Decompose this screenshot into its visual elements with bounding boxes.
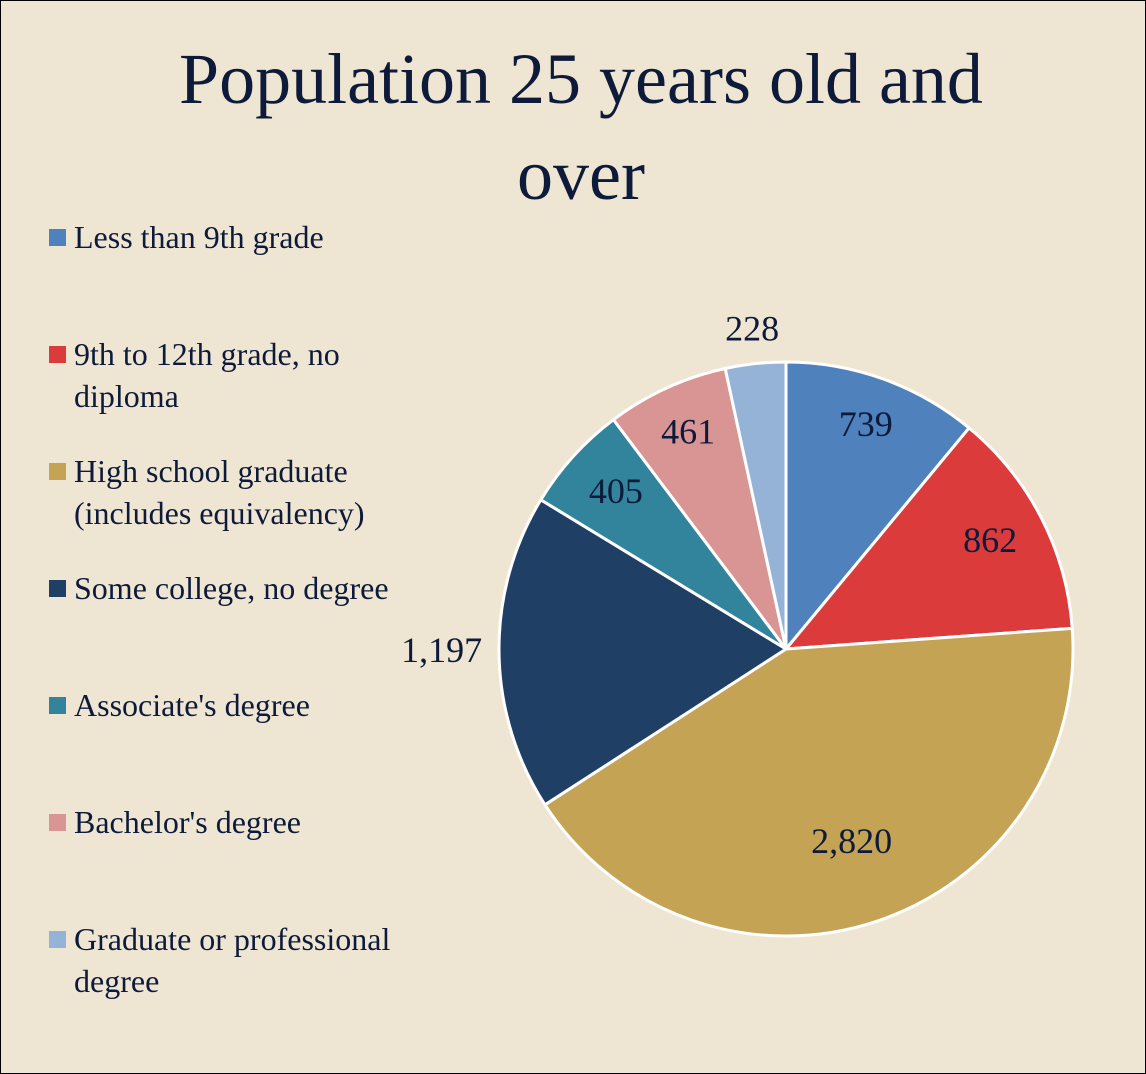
data-label: 228 [725,309,779,349]
pie-slice [782,425,1074,651]
legend-label: Less than 9th grade [74,219,324,255]
data-label: 405 [589,471,643,511]
pie-slice [497,497,789,807]
legend-swatch [49,931,66,948]
pie-slice [611,366,788,650]
legend-item: Some college, no degree [49,567,419,609]
legend-label: Some college, no degree [74,570,389,606]
data-label: 1,197 [401,630,482,670]
chart-title: Population 25 years old and over [179,39,983,215]
legend-item: 9th to 12th grade, no diploma [49,333,419,417]
legend-label: Bachelor's degree [74,804,301,840]
legend-label: Associate's degree [74,687,310,723]
data-label: 2,820 [811,821,892,861]
data-label: 461 [661,411,715,451]
legend-item: Associate's degree [49,684,419,726]
legend-swatch [49,463,66,480]
legend-label: 9th to 12th grade, no diploma [74,336,340,414]
pie-slice [784,360,972,654]
pie-slice [723,360,788,650]
legend-swatch [49,697,66,714]
legend-swatch [49,814,66,831]
legend-item: Bachelor's degree [49,801,419,843]
data-label: 862 [963,520,1017,560]
data-label: 739 [839,404,893,444]
legend-swatch [49,580,66,597]
legend-swatch [49,346,66,363]
legend-item: High school graduate (includes equivalen… [49,450,419,534]
pie-slice [542,626,1075,938]
legend-swatch [49,229,66,246]
legend-label: High school graduate (includes equivalen… [74,453,365,531]
legend-item: Less than 9th grade [49,216,419,258]
legend-item: Graduate or professional degree [49,918,419,1002]
legend-label: Graduate or professional degree [74,921,391,999]
